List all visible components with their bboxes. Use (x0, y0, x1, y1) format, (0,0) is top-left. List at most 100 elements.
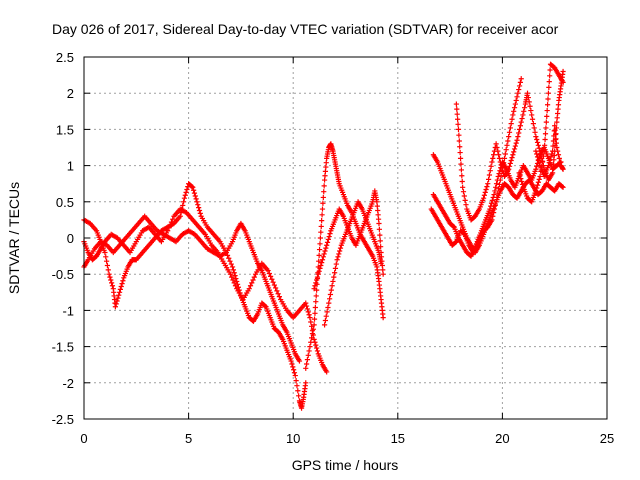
data-point (333, 261, 339, 267)
data-point (375, 212, 381, 218)
data-point (508, 121, 514, 127)
data-point (495, 148, 501, 154)
data-point (555, 102, 562, 108)
data-point (311, 322, 317, 328)
data-point (554, 115, 560, 121)
data-point (497, 177, 503, 183)
data-point (170, 216, 176, 222)
data-point (501, 155, 508, 161)
data-point (536, 176, 542, 182)
data-point (266, 270, 272, 277)
data-point (194, 199, 200, 205)
x-axis-label: GPS time / hours (292, 457, 399, 473)
data-point (519, 181, 526, 188)
y-tick-label: -2 (62, 376, 74, 391)
data-point (191, 190, 198, 196)
data-point (556, 155, 562, 161)
data-point (108, 277, 114, 283)
data-point (555, 152, 562, 158)
data-point (533, 166, 539, 172)
data-point (316, 258, 322, 264)
data-point (560, 184, 566, 190)
data-point (311, 316, 318, 322)
data-point (305, 309, 311, 315)
data-point (232, 273, 238, 279)
data-point (511, 146, 518, 152)
data-point (246, 286, 252, 292)
data-point (533, 148, 539, 154)
data-point (288, 358, 294, 364)
data-point (167, 222, 173, 228)
axis-ticks: 0 5 10 15 20 25 -2.5 -2 -1.5 -1 -0.5 0 0.5 1 1.5 2 2.5 (52, 50, 615, 446)
data-point (324, 242, 330, 248)
data-point (316, 246, 323, 253)
data-point (454, 106, 460, 112)
data-point (518, 76, 524, 82)
data-point (327, 296, 333, 302)
data-point (491, 206, 498, 212)
data-point (458, 167, 464, 173)
data-point (303, 361, 310, 367)
data-point (488, 163, 494, 169)
data-point (534, 139, 541, 146)
data-point (102, 249, 108, 256)
data-point (231, 280, 237, 286)
data-point (119, 281, 125, 287)
data-point (309, 330, 316, 337)
data-point (485, 181, 491, 187)
data-point (322, 173, 328, 179)
data-point (319, 212, 325, 218)
data-point (321, 177, 328, 183)
data-point (516, 86, 522, 93)
data-point (317, 265, 323, 272)
x-tick-label: 25 (600, 431, 614, 446)
data-point (166, 225, 172, 231)
data-point (115, 295, 121, 301)
data-point (545, 96, 551, 102)
data-point (304, 357, 311, 363)
data-point (325, 236, 331, 243)
data-point (515, 90, 521, 96)
data-point (324, 369, 330, 375)
data-point (304, 306, 311, 312)
data-point (483, 186, 489, 193)
data-point (532, 129, 538, 135)
data-point (531, 125, 537, 131)
data-point (555, 110, 561, 117)
data-point (487, 168, 493, 174)
data-point (335, 254, 341, 260)
data-point (326, 233, 332, 240)
data-point (376, 220, 382, 227)
data-point (317, 241, 323, 247)
data-point (534, 163, 540, 169)
data-point (548, 154, 554, 160)
data-point (309, 335, 315, 341)
data-point (486, 172, 493, 178)
data-point (320, 200, 326, 206)
data-point (551, 128, 557, 134)
data-point (337, 245, 344, 251)
data-point (452, 239, 459, 245)
data-point (329, 283, 335, 289)
data-point (116, 289, 123, 295)
data-point (321, 183, 327, 189)
data-point (293, 378, 299, 384)
data-point (323, 313, 329, 319)
data-point (539, 158, 546, 164)
data-point (536, 160, 542, 166)
data-point (543, 119, 549, 125)
data-point (190, 184, 196, 190)
data-point (498, 162, 504, 168)
data-point (513, 97, 519, 104)
y-tick-label: 0.5 (56, 195, 74, 210)
data-point (519, 178, 525, 185)
data-point (307, 344, 313, 350)
data-point (294, 383, 300, 389)
data-point (308, 319, 314, 325)
data-point (334, 257, 340, 263)
data-point (509, 116, 515, 122)
data-point (560, 79, 566, 85)
data-point (104, 262, 111, 269)
data-point (270, 279, 276, 285)
data-point (319, 260, 325, 266)
